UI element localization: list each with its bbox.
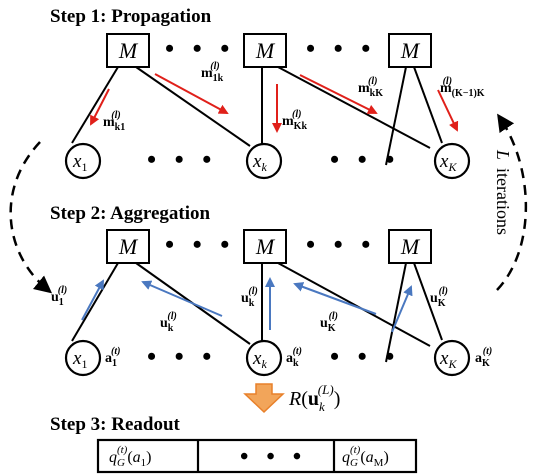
edge-m1-xk (135, 66, 251, 147)
var-label: xk (252, 348, 267, 371)
aggregation-labels: u1(l) uk(l) uk(l) uK(l) uK(l) (51, 285, 448, 334)
step1-factor-boxes: M M M (106, 33, 432, 68)
variable-node-xk (245, 142, 283, 180)
msg-label: mkK(l) (358, 76, 383, 99)
msg-label: m(K−1)K(l) (440, 76, 485, 99)
readout-label: R(uk(L)) (288, 382, 340, 414)
agg-label: uk(l) (160, 311, 177, 334)
table-cell-qM: qG(t)(aM) (342, 444, 389, 469)
table-cell-ellipsis: • • • (240, 444, 307, 470)
factor-box-1 (106, 229, 150, 264)
arrow-u-K-left (293, 282, 377, 315)
readout-table: qG(t)(a1) • • • qG(t)(aM) (96, 438, 418, 474)
ellipsis: • • • (330, 145, 400, 174)
action-label: a1(t) (105, 346, 120, 369)
variable-node-xk (245, 339, 283, 377)
aggregation-arrows (81, 277, 413, 333)
var-label: xK (439, 151, 457, 174)
table-border (96, 438, 418, 474)
arrow-u-k-left (141, 280, 223, 317)
svg-text:L: L (493, 149, 513, 160)
edge-mk-xK (277, 66, 431, 149)
step2-variable-nodes: x1 xk xK (64, 339, 471, 377)
factor-label: M (118, 38, 139, 63)
variable-node-x1 (64, 142, 102, 180)
factor-box-1 (106, 33, 150, 68)
edge-mK-partial (385, 262, 407, 363)
iteration-arrow-left (9, 141, 53, 294)
factor-label: M (400, 38, 421, 63)
step1-edges (71, 66, 443, 166)
ellipsis: • • • (306, 230, 376, 259)
variable-node-xK (433, 339, 471, 377)
propagation-arrows (90, 73, 459, 133)
factor-label: M (255, 234, 276, 259)
var-label: xk (252, 151, 267, 174)
factor-box-k (243, 33, 287, 68)
edge-m1-x1 (71, 262, 119, 342)
step3-title: Step 3: Readout (50, 414, 181, 435)
agg-label: u1(l) (51, 285, 67, 308)
var-label: x1 (72, 348, 87, 371)
factor-box-k (243, 229, 287, 264)
action-label: ak(t) (286, 346, 302, 369)
arrow-u-K (391, 285, 413, 333)
agg-label: uK(l) (320, 311, 338, 334)
edge-mK-partial (385, 66, 407, 166)
factor-label: M (255, 38, 276, 63)
msg-label: mKk(l) (282, 109, 307, 132)
edge-mK-xK (413, 66, 443, 144)
edge-mK-xK (413, 262, 443, 341)
ellipsis: • • • (147, 342, 217, 371)
arrow-m-kK (299, 74, 378, 114)
var-label: x1 (72, 151, 87, 174)
arrow-u-1 (81, 279, 104, 321)
arrow-m-K-1K (437, 89, 459, 132)
msg-label: mk1(l) (103, 110, 125, 133)
action-label: aK(t) (475, 346, 492, 369)
arrow-m-k1 (90, 88, 110, 126)
step1-variable-nodes: x1 xk xK (64, 142, 471, 180)
ellipsis: • • • (306, 34, 376, 63)
step1-title: Step 1: Propagation (50, 6, 212, 27)
step2-title: Step 2: Aggregation (50, 203, 211, 224)
action-labels: a1(t) ak(t) aK(t) (105, 346, 492, 369)
edge-mk-xK (277, 262, 431, 347)
factor-box-K (388, 229, 432, 264)
msg-label: m1k(l) (201, 61, 224, 84)
variable-node-x1 (64, 339, 102, 377)
table-cell-q1: qG(t)(a1) (109, 444, 152, 469)
factor-box-K (388, 33, 432, 68)
propagation-labels: mk1(l) m1k(l) mKk(l) mkK(l) m(K−1)K(l) (103, 61, 485, 133)
ellipsis: • • • (147, 145, 217, 174)
step2-factor-boxes: M M M (106, 229, 432, 264)
variable-node-xK (433, 142, 471, 180)
factor-label: M (118, 234, 139, 259)
svg-text:iterations: iterations (493, 168, 513, 235)
ellipsis: • • • (330, 342, 400, 371)
readout-arrow (243, 383, 285, 414)
factor-label: M (400, 234, 421, 259)
agg-label: uK(l) (430, 286, 448, 309)
edge-m1-x1 (71, 66, 119, 144)
var-label: xK (439, 348, 457, 371)
agg-label: uk(l) (241, 286, 258, 309)
ellipsis: • • • (165, 34, 235, 63)
arrow-m-1k (154, 73, 229, 114)
iterations-label: L iterations (493, 149, 513, 235)
ellipsis: • • • (165, 230, 235, 259)
iteration-arrow-right (496, 113, 528, 291)
